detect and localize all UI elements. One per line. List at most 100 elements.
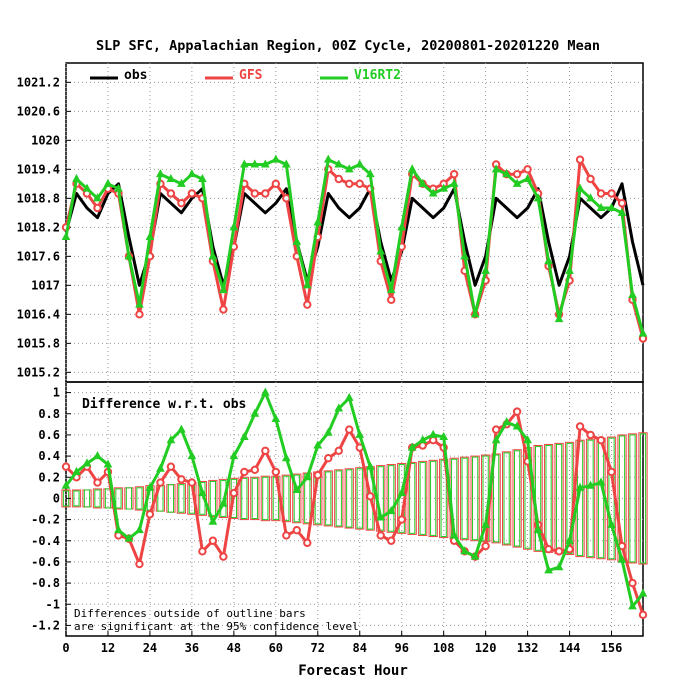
diff-v16rt2-point <box>460 546 469 555</box>
gfs-confidence-bar <box>323 470 333 527</box>
top-gfs-point <box>449 169 459 179</box>
diff-gfs-point <box>198 547 207 556</box>
v16rt2-confidence-bar <box>293 474 300 523</box>
diff-v16rt2-point <box>544 565 553 574</box>
gfs-confidence-bar <box>627 433 638 564</box>
top-v16rt2-point <box>418 178 428 187</box>
v16rt2-confidence-bar <box>430 460 437 536</box>
diff-v16rt2-point <box>313 440 323 449</box>
y-tick-label: 1020.6 <box>17 104 60 118</box>
v16rt2-confidence-bar <box>356 468 363 529</box>
v16rt2-confidence-bar <box>230 478 237 518</box>
diff-v16rt2-point <box>617 554 627 563</box>
gfs-confidence-bar <box>460 456 470 541</box>
x-tick-label: 60 <box>269 641 283 655</box>
x-tick-label: 12 <box>101 641 115 655</box>
y-tick-label: 1020 <box>31 133 60 147</box>
diff-v16rt2-point <box>166 435 176 444</box>
v16rt2-confidence-bar <box>461 457 468 540</box>
top-gfs-point <box>387 295 396 305</box>
top-v16rt2-point <box>491 164 501 173</box>
diff-v16rt2-point <box>187 451 197 460</box>
top-v16rt2-point <box>292 236 302 245</box>
diff-v16rt2-point <box>93 451 102 460</box>
top-gfs-point <box>271 179 281 189</box>
top-v16rt2-point <box>554 314 564 323</box>
top-v16rt2-point <box>198 173 207 182</box>
top-panel: 1015.2 1015.8 1016.4 1017 1017.6 1018.2 1018.8… <box>17 62 648 383</box>
diff-v16rt2-point <box>470 551 480 560</box>
diff-gfs-point <box>628 578 637 588</box>
y-tick-label: 1017.6 <box>17 249 60 263</box>
diff-gfs-point <box>397 515 406 524</box>
chart-title: SLP SFC, Appalachian Region, 00Z Cycle, … <box>96 38 600 54</box>
v16rt2-confidence-bar <box>251 477 258 520</box>
top-v16rt2-point <box>229 222 239 231</box>
gfs-confidence-bar <box>491 453 501 544</box>
top-v16rt2-point <box>166 173 176 182</box>
top-obs-line <box>64 182 645 287</box>
top-gfs-point <box>345 179 354 189</box>
diff-v16rt2-point <box>281 453 291 462</box>
diff-gfs-point <box>607 467 616 477</box>
diff-v16rt2-point <box>124 533 134 542</box>
v16rt2-confidence-bar <box>136 487 143 510</box>
diff-gfs-point <box>177 475 186 484</box>
diff-v16rt2-point <box>596 477 606 486</box>
diff-v16rt2-point <box>439 431 449 441</box>
diff-v16rt2-point <box>428 429 438 438</box>
legend-obs-label: obs <box>124 68 147 83</box>
diff-v16rt2-point <box>229 451 239 460</box>
gfs-confidence-bar <box>208 479 218 517</box>
diff-v16rt2-point <box>638 588 648 597</box>
gfs-confidence-bar <box>428 459 438 538</box>
diff-v16rt2-point <box>397 488 407 497</box>
diff-v16rt2-point <box>512 421 522 430</box>
top-gfs-point <box>575 155 585 164</box>
diff-v16rt2-point <box>407 442 417 451</box>
top-gfs-point <box>523 165 532 174</box>
diff-v16rt2-point <box>481 519 490 528</box>
top-v16rt2-point <box>219 285 228 294</box>
diff-gfs-point <box>596 436 606 445</box>
v16rt2-confidence-bar <box>325 471 332 526</box>
y-tick-label: -1 <box>46 597 60 611</box>
diff-v16rt2-point <box>565 535 574 544</box>
diff-gfs-point <box>187 478 197 487</box>
top-v16rt2-point <box>502 169 511 178</box>
bottom-grid <box>65 382 643 636</box>
y-tick-label: 1019.4 <box>17 162 60 176</box>
v16rt2-confidence-bar <box>346 469 353 528</box>
v16rt2-confidence-bar <box>493 454 500 543</box>
diff-v16rt2-point <box>292 484 302 493</box>
bottom-panel-frame <box>65 381 644 637</box>
x-tick-label: 96 <box>394 641 408 655</box>
diff-gfs-point <box>376 531 385 540</box>
diff-v16rt2-point <box>103 459 113 468</box>
gfs-confidence-bar <box>71 489 82 508</box>
diff-gfs-point <box>638 610 648 620</box>
x-tick-label: 24 <box>143 641 157 655</box>
diff-v16rt2-point <box>575 482 585 491</box>
y-tick-label: 0.6 <box>38 428 60 442</box>
diff-v16rt2-point <box>586 480 595 489</box>
y-tick-label: 1015.2 <box>17 365 60 379</box>
gfs-confidence-bar <box>218 478 228 518</box>
top-gfs-point <box>166 189 176 198</box>
diff-v16rt2-point <box>502 417 511 426</box>
diff-gfs-point <box>324 454 333 463</box>
top-v16rt2-point <box>607 202 616 211</box>
gfs-confidence-bar <box>197 480 208 516</box>
gfs-confidence-bar <box>407 461 417 535</box>
top-v16rt2-point <box>145 231 155 240</box>
top-v16rt2-point <box>177 178 186 187</box>
x-tick-label: 108 <box>433 641 455 655</box>
y-tick-label: -1.2 <box>31 618 60 632</box>
diff-v16rt2-point <box>177 424 186 433</box>
diff-v16rt2-point <box>491 435 501 444</box>
x-tick-label: 132 <box>517 641 539 655</box>
diff-v16rt2-point <box>114 525 123 534</box>
significance-note-line2: are significant at the 95% confidence le… <box>74 620 359 633</box>
diff-v16rt2-point <box>271 413 281 423</box>
